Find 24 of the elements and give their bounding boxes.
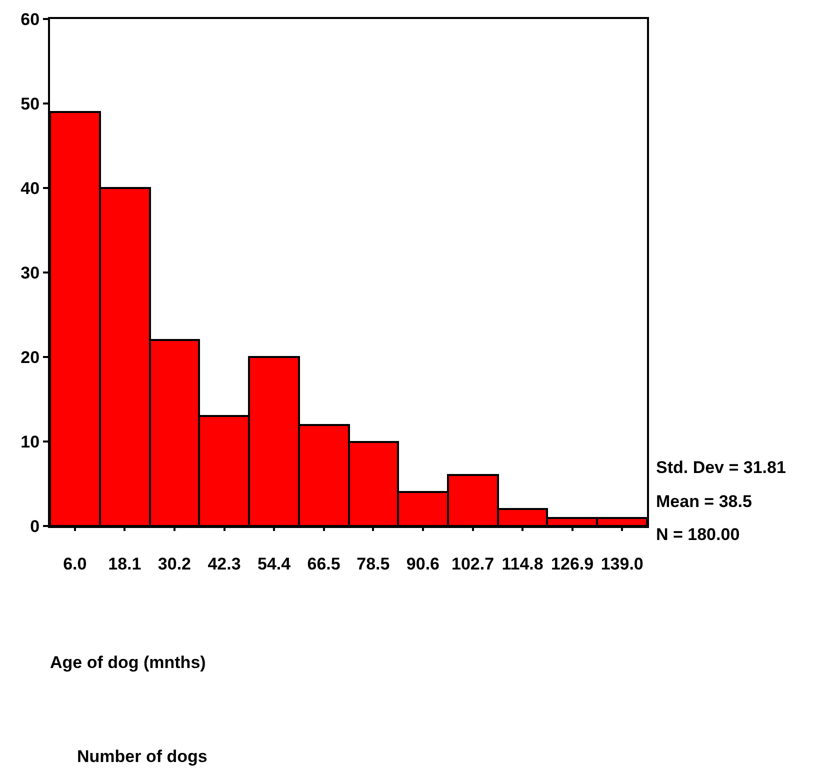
text: Std. Dev = 31.81: [656, 458, 786, 477]
x-tick-label: 78.5: [356, 554, 390, 574]
x-tick-label: 102.7: [451, 554, 494, 574]
y-tick-label: 20: [20, 348, 40, 367]
text: Number of dogs: [77, 747, 208, 766]
text: N = 180.00: [656, 525, 740, 544]
x-tick-label: 66.5: [307, 554, 340, 574]
text: Mean = 38.5: [656, 492, 752, 511]
x-tick-label: 42.3: [208, 554, 241, 574]
x-tick-label: 18.1: [108, 554, 142, 574]
y-tick-label: 40: [20, 178, 40, 198]
x-axis-title: Age of dog (mnths): [50, 653, 206, 672]
y-tick-label: 10: [20, 432, 40, 452]
y-tick-label: 30: [20, 263, 40, 282]
y-tick-label: 0: [30, 516, 40, 536]
x-tick-label: 139.0: [600, 554, 644, 574]
x-tick-label: 114.8: [502, 554, 544, 574]
x-tick-label: 6.0: [63, 554, 87, 574]
x-tick-label: 30.2: [158, 554, 192, 574]
x-tick-label: 126.9: [551, 554, 594, 574]
x-tick-label: 54.4: [257, 554, 292, 574]
y-tick-label: 50: [20, 94, 40, 114]
x-tick-label: 90.6: [406, 554, 440, 574]
y-tick-label: 60: [20, 10, 40, 29]
